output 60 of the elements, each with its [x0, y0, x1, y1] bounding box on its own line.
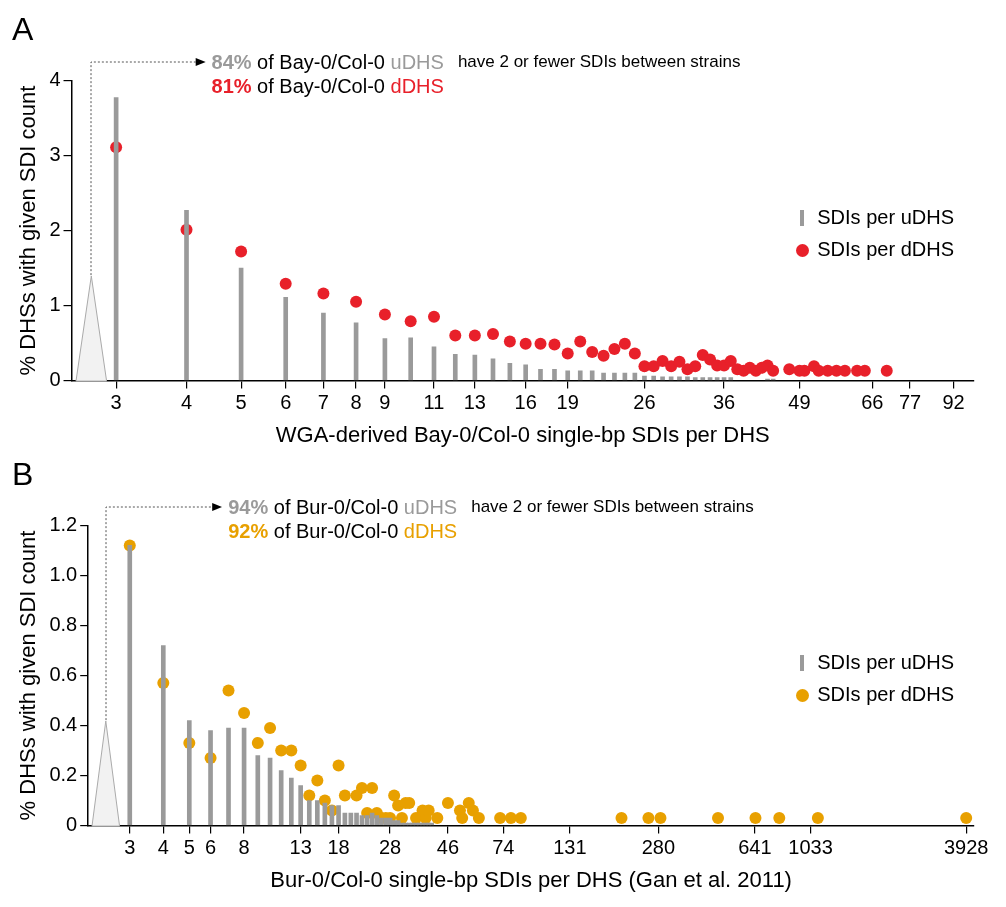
y-tick-label: 0.2 — [49, 763, 78, 786]
text: 94% of Bur-0/Col-0 uDHS — [228, 496, 458, 519]
x-tick-label: 66 — [861, 391, 884, 414]
x-tick-label: 280 — [641, 836, 676, 859]
y-tick-label: 1 — [49, 293, 61, 316]
x-tick-label: 16 — [514, 391, 537, 414]
x-tick-label: 26 — [633, 391, 656, 414]
x-tick-label: 28 — [378, 836, 402, 859]
y-tick-label: 2 — [49, 218, 61, 241]
x-tick-label: 13 — [463, 391, 486, 414]
text: have 2 or fewer SDIs between strains — [457, 51, 741, 74]
y-tick-label: 0 — [49, 368, 61, 391]
x-tick-label: 5 — [183, 836, 195, 859]
x-tick-label: 77 — [898, 391, 922, 414]
x-tick-label: 5 — [235, 391, 247, 414]
text: have 2 or fewer SDIs between strains — [471, 496, 754, 519]
x-tick-label: 3928 — [943, 836, 989, 859]
x-tick-label: 4 — [157, 836, 169, 859]
x-tick-label: 131 — [553, 836, 587, 859]
x-tick-label: 4 — [180, 391, 193, 414]
x-tick-label: 6 — [280, 391, 292, 414]
x-tick-label: 49 — [788, 391, 811, 414]
annotation: 81% of Bay-0/Col-0 dDHS — [211, 75, 444, 98]
x-tick-label: 7 — [317, 391, 329, 414]
y-tick-label: 4 — [49, 67, 61, 90]
annotation: 92% of Bur-0/Col-0 dDHS — [228, 520, 458, 543]
x-tick-label: 18 — [327, 836, 350, 859]
legend-label: SDIs per dDHS — [817, 681, 954, 707]
x-tick-label: 3 — [110, 391, 122, 414]
x-tick-label: 36 — [712, 391, 736, 414]
x-tick-label: 13 — [289, 836, 312, 859]
chart-title: A — [12, 11, 34, 48]
legend-label: SDIs per uDHS — [817, 649, 954, 675]
x-tick-label: 6 — [204, 836, 217, 859]
x-tick-label: 92 — [942, 391, 965, 414]
y-tick-label: 3 — [49, 142, 61, 165]
x-tick-label: 641 — [738, 836, 772, 859]
legend-label: SDIs per uDHS — [817, 204, 954, 230]
y-tick-label: 1.2 — [49, 512, 78, 535]
chart-title: B — [12, 456, 34, 493]
x-tick-label: 11 — [423, 391, 445, 414]
y-tick-label: 0.8 — [49, 612, 78, 635]
x-tick-label: 19 — [556, 391, 579, 414]
y-tick-label: 0.4 — [49, 713, 78, 736]
y-axis-title: % DHSs with given SDI count — [15, 530, 41, 821]
x-tick-label: 9 — [379, 391, 391, 414]
x-tick-label: 74 — [492, 836, 515, 859]
x-tick-label: 8 — [350, 391, 362, 414]
x-tick-label: 46 — [436, 836, 460, 859]
text: 84% of Bay-0/Col-0 uDHS — [211, 51, 444, 74]
legend-label: SDIs per dDHS — [817, 236, 954, 262]
x-axis-title: Bur-0/Col-0 single-bp SDIs per DHS (Gan et al. 2011) — [270, 866, 792, 892]
x-tick-label: 3 — [124, 836, 136, 859]
y-tick-label: 0.6 — [49, 663, 78, 686]
x-axis-title: WGA-derived Bay-0/Col-0 single-bp SDIs per DHS — [275, 421, 770, 447]
x-tick-label: 1033 — [788, 836, 833, 859]
y-tick-label: 0 — [66, 813, 78, 836]
y-axis-title: % DHSs with given SDI count — [15, 85, 41, 376]
y-tick-label: 1.0 — [49, 562, 78, 585]
x-tick-label: 8 — [238, 836, 250, 859]
